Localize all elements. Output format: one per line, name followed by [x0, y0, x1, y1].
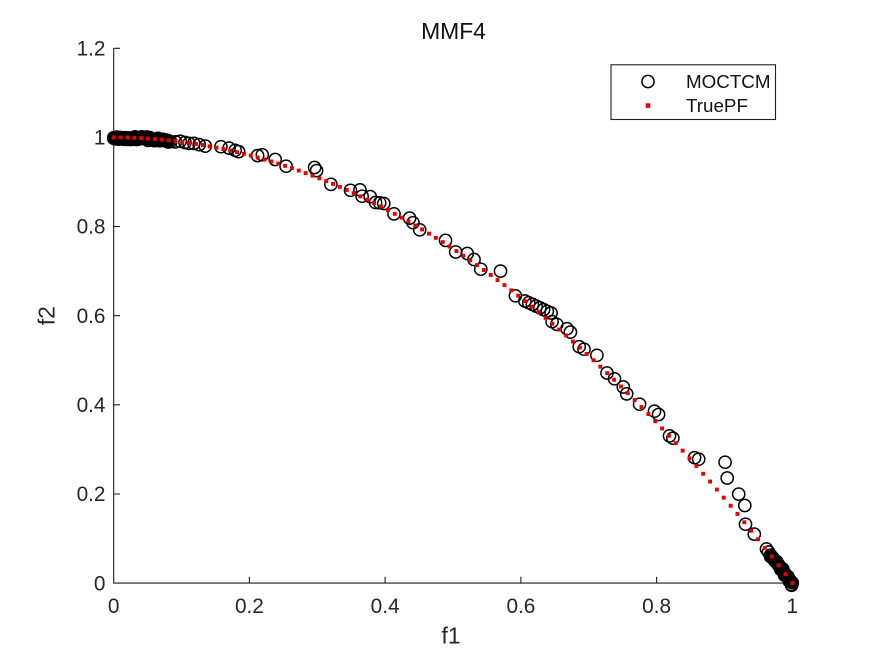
svg-text:0: 0	[94, 572, 106, 595]
svg-text:0.6: 0.6	[506, 595, 535, 618]
svg-text:0.4: 0.4	[77, 394, 106, 417]
svg-text:0: 0	[108, 595, 120, 618]
svg-text:0.2: 0.2	[235, 595, 264, 618]
svg-text:f1: f1	[441, 622, 460, 648]
svg-text:1.2: 1.2	[77, 38, 106, 61]
svg-text:0.4: 0.4	[371, 595, 400, 618]
svg-text:1: 1	[787, 595, 799, 618]
svg-text:MOCTCM: MOCTCM	[686, 71, 771, 92]
svg-text:MMF4: MMF4	[421, 18, 486, 44]
svg-text:0.8: 0.8	[77, 216, 106, 239]
svg-text:0.6: 0.6	[77, 305, 106, 328]
svg-text:TruePF: TruePF	[686, 95, 748, 116]
svg-text:0.2: 0.2	[77, 483, 106, 506]
svg-text:0.8: 0.8	[642, 595, 671, 618]
svg-text:f2: f2	[34, 306, 60, 325]
svg-text:1: 1	[94, 127, 106, 150]
